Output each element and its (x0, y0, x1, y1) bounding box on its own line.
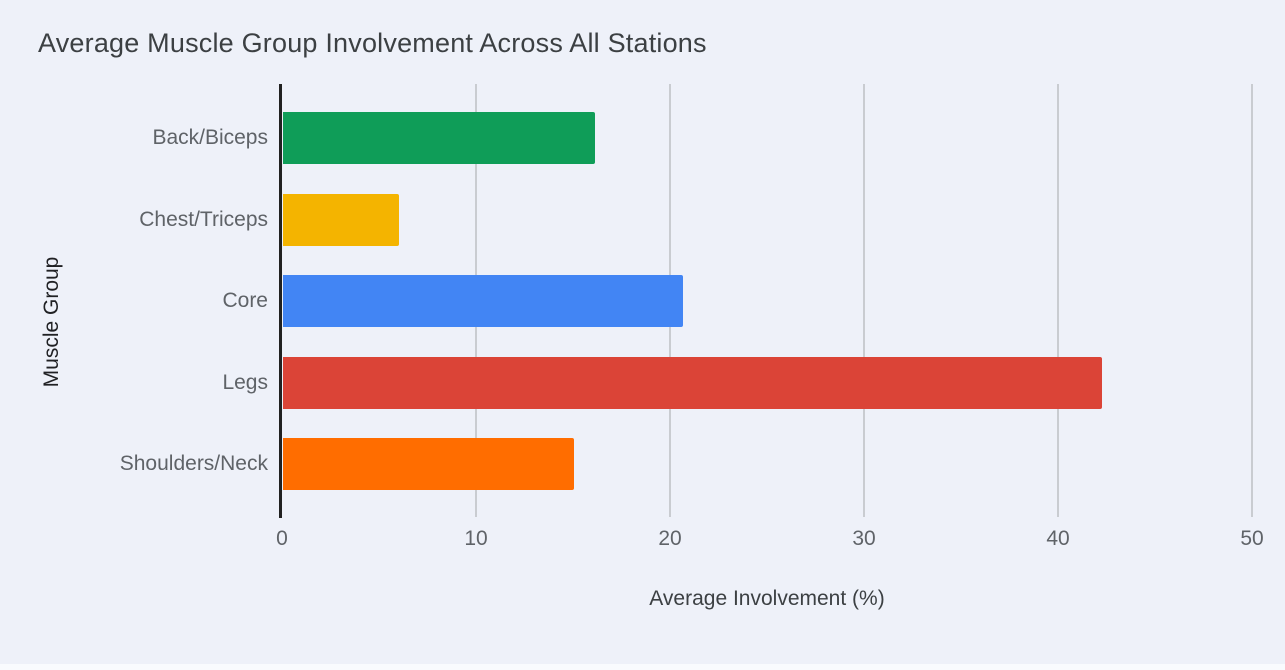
bar-core (283, 275, 683, 327)
chart-title: Average Muscle Group Involvement Across … (38, 28, 707, 58)
gridline-x-30 (863, 84, 865, 517)
category-label-legs: Legs (222, 370, 268, 394)
x-tick-label-10: 10 (464, 527, 488, 550)
bottom-strip (0, 664, 1285, 670)
x-axis-label: Average Involvement (%) (649, 587, 885, 610)
gridline-x-40 (1057, 84, 1059, 517)
bar-shoulders-neck (283, 438, 574, 490)
category-label-back-biceps: Back/Biceps (152, 126, 268, 149)
category-label-shoulders-neck: Shoulders/Neck (119, 452, 268, 475)
y-axis-label: Muscle Group (40, 256, 63, 388)
x-tick-label-50: 50 (1240, 527, 1264, 550)
category-label-chest-triceps: Chest/Triceps (139, 207, 268, 231)
gridline-x-50 (1251, 84, 1253, 517)
x-tick-label-0: 0 (276, 527, 288, 550)
bar-chest-triceps (283, 193, 400, 246)
plot-area (282, 84, 1253, 517)
bar-legs (283, 356, 1102, 409)
bar-back-biceps (283, 112, 596, 164)
y-axis-spine (279, 84, 282, 518)
category-label-core: Core (222, 289, 268, 312)
x-tick-label-40: 40 (1046, 527, 1070, 550)
x-tick-label-30: 30 (852, 527, 876, 550)
x-tick-label-20: 20 (658, 527, 682, 550)
